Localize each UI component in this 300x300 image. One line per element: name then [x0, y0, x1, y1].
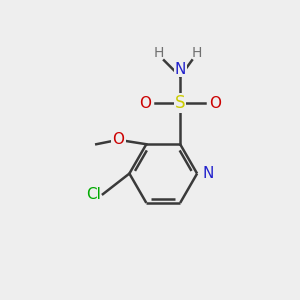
Text: O: O — [112, 132, 124, 147]
Text: H: H — [192, 46, 202, 60]
Text: H: H — [154, 46, 164, 60]
Text: O: O — [140, 95, 152, 110]
Text: O: O — [209, 95, 221, 110]
Text: S: S — [175, 94, 185, 112]
Text: N: N — [202, 166, 214, 181]
Text: Cl: Cl — [86, 187, 101, 202]
Text: N: N — [175, 61, 186, 76]
